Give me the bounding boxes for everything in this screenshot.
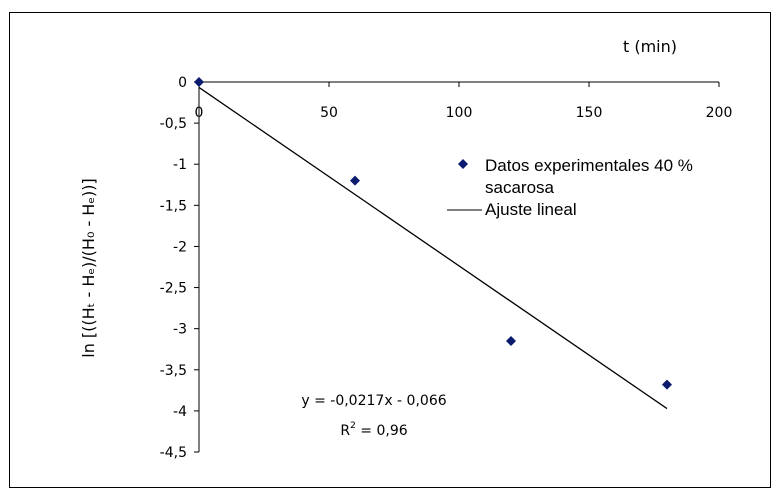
fit-line-group [198,86,668,410]
r2-value: = 0,96 [356,423,408,439]
y-tick-label: -4,5 [160,445,187,461]
data-points [194,77,672,390]
r2-annotation: R2 = 0,96 [340,421,407,439]
data-point [506,336,516,346]
y-axis-title: ln [((Hₜ - Hₑ)/(H₀ - Hₑ))] [79,178,98,358]
x-tick-label: 150 [576,105,603,121]
equation-annotation: y = -0,0217x - 0,066 [301,393,446,409]
y-ticks: 0 -0,5 -1 -1,5 -2 -2,5 -3 -3,5 -4 -4,5 [160,75,199,461]
y-tick-label: -1,5 [160,198,187,214]
data-point [662,379,672,390]
y-tick-label: -2 [173,239,187,255]
data-point [350,175,360,186]
data-point [194,77,204,87]
y-tick-label: -1 [173,157,187,173]
r2-superscript: 2 [350,421,356,431]
legend-label-series-2: Ajuste lineal [485,200,577,219]
y-tick-label: -3,5 [160,363,187,379]
y-tick-label: -4 [173,404,187,420]
fit-line [198,86,668,410]
legend-label-series-1-line-2: sacarosa [485,178,555,197]
x-ticks: 0 50 100 150 200 [195,82,733,121]
axes [198,81,719,452]
y-tick-label: -0,5 [160,116,187,132]
x-tick-label: 0 [195,105,204,121]
legend-marker-diamond [458,159,468,169]
x-tick-label: 200 [706,105,733,121]
legend: Datos experimentales 40 % sacarosa Ajust… [447,156,693,219]
chart-frame [9,12,771,488]
x-axis-title: t (min) [623,37,677,56]
legend-label-series-1-line-1: Datos experimentales 40 % [485,156,693,175]
y-tick-label: 0 [178,75,187,91]
x-tick-label: 100 [446,105,473,121]
r2-prefix: R [340,423,350,439]
y-tick-label: -3 [173,322,187,338]
x-tick-label: 50 [320,105,338,121]
y-tick-label: -2,5 [160,281,187,297]
